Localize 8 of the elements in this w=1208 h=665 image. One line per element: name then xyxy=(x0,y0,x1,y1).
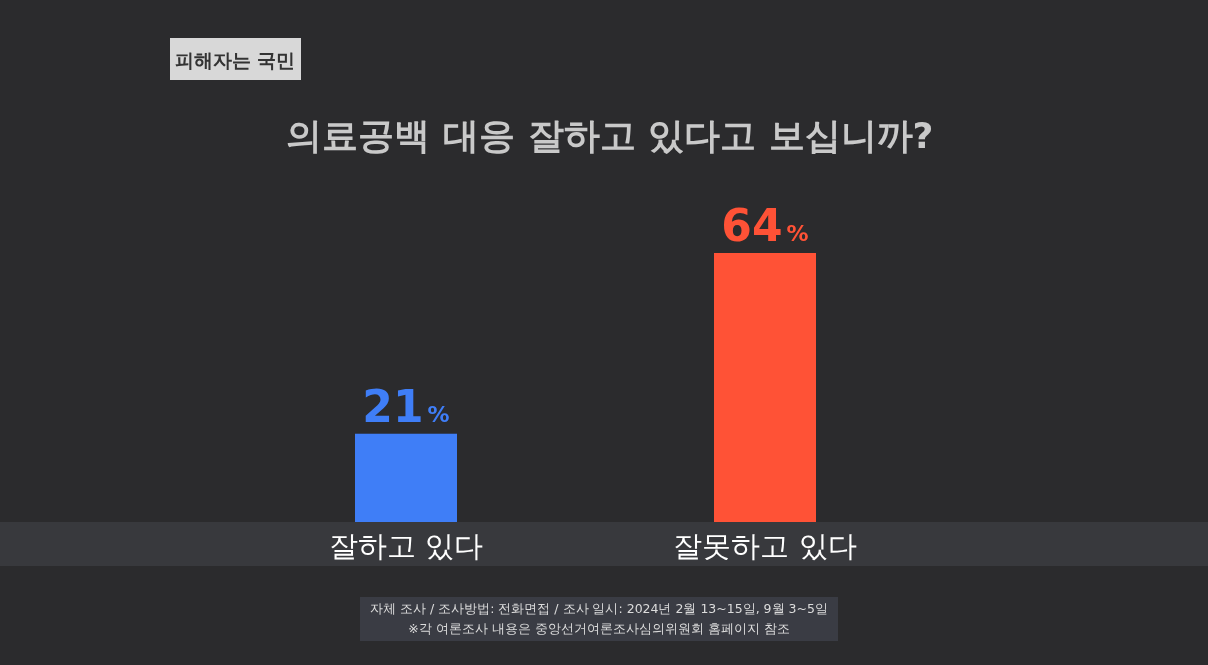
text: 피해자는 국민 xyxy=(174,49,296,71)
text: 자체 조사 / 조사방법: 전화면접 / 조사 일시: 2024년 2월 13~15일, 9월 3~5일 xyxy=(370,601,828,616)
x-tick-label: 잘못하고 있다 xyxy=(673,529,857,563)
text: ※각 여론조사 내용은 중앙선거여론조사심의위원회 홈페이지 참조 xyxy=(408,621,790,636)
data-label: 21% xyxy=(362,380,450,432)
data-label: 64% xyxy=(721,200,809,251)
x-tick-label: 잘하고 있다 xyxy=(328,529,484,563)
chart-title: 의료공백 대응 잘하고 있다고 보십니까? xyxy=(286,115,934,156)
